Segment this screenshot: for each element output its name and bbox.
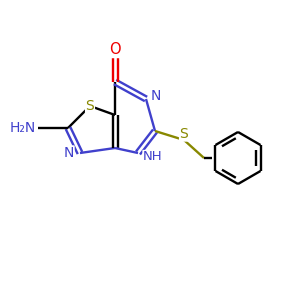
Text: O: O [109,43,121,58]
Text: H₂N: H₂N [10,121,36,135]
Text: N: N [64,146,74,160]
Text: S: S [180,127,188,141]
Text: S: S [85,99,94,113]
Text: NH: NH [143,151,163,164]
Text: N: N [151,89,161,103]
